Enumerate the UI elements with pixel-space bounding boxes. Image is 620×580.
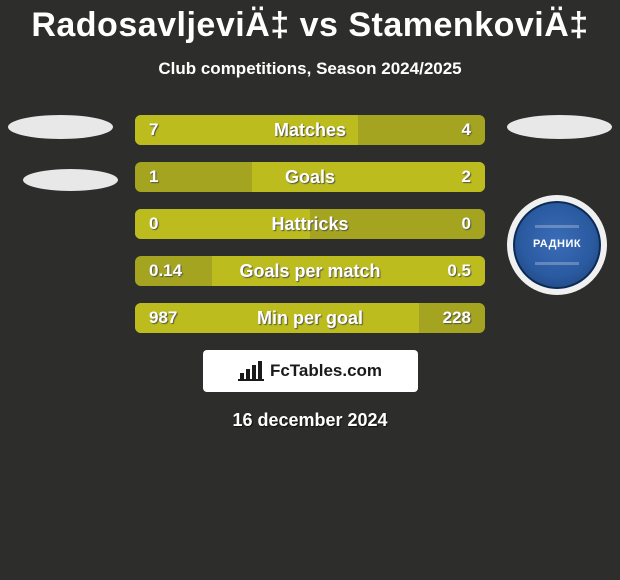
comparison-rows: 74Matches 12Goals 00Hattricks 0.140.5Goals … — [135, 115, 485, 333]
team-crest: РАДНИК — [507, 195, 607, 295]
placeholder-oval — [8, 115, 113, 139]
brand-box: FcTables.com — [203, 350, 418, 392]
subtitle: Club competitions, Season 2024/2025 — [0, 59, 620, 79]
right-team-badge: РАДНИК — [507, 115, 612, 295]
crest-label: РАДНИК — [533, 239, 581, 251]
page-title: RadosavljeviÄ‡ vs StamenkoviÄ‡ — [0, 0, 620, 45]
placeholder-oval — [23, 169, 118, 191]
infographic-root: RadosavljeviÄ‡ vs StamenkoviÄ‡ Club comp… — [0, 0, 620, 431]
row-label: Goals per match — [135, 261, 485, 282]
left-team-badge — [8, 115, 118, 191]
row-label: Goals — [135, 167, 485, 188]
comparison-row: 987228Min per goal — [135, 303, 485, 333]
placeholder-oval — [507, 115, 612, 139]
row-label: Matches — [135, 120, 485, 141]
date-label: 16 december 2024 — [0, 410, 620, 431]
bar-chart-icon — [238, 361, 264, 381]
row-label: Min per goal — [135, 308, 485, 329]
comparison-block: РАДНИК 74Matches 12Goals 00Hattricks 0.140.… — [0, 115, 620, 333]
brand-label: FcTables.com — [270, 361, 382, 381]
comparison-row: 12Goals — [135, 162, 485, 192]
comparison-row: 0.140.5Goals per match — [135, 256, 485, 286]
row-label: Hattricks — [135, 214, 485, 235]
comparison-row: 00Hattricks — [135, 209, 485, 239]
comparison-row: 74Matches — [135, 115, 485, 145]
